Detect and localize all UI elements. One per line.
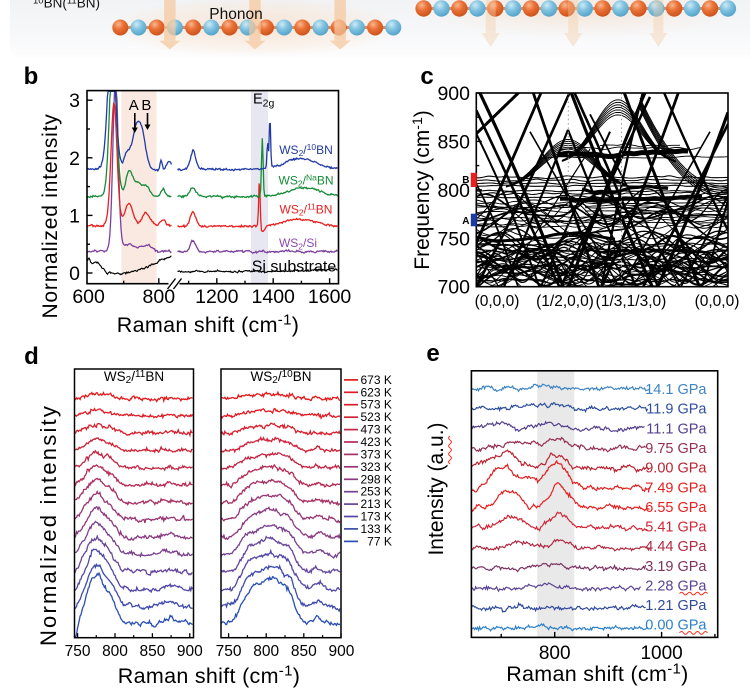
svg-text:213 K: 213 K: [361, 497, 392, 511]
svg-text:323 K: 323 K: [361, 460, 392, 474]
svg-text:Raman shift (cm-1): Raman shift (cm-1): [118, 663, 300, 689]
svg-text:Normalized intensity: Normalized intensity: [36, 404, 61, 646]
svg-text:Phonon: Phonon: [209, 6, 262, 23]
svg-text:750: 750: [216, 643, 242, 660]
svg-text:2.28 GPa: 2.28 GPa: [645, 578, 707, 594]
svg-text:B: B: [462, 175, 469, 186]
svg-text:900: 900: [328, 643, 354, 660]
svg-text:11.1 GPa: 11.1 GPa: [646, 421, 707, 437]
svg-text:WS2/10BN: WS2/10BN: [251, 369, 312, 386]
svg-text:WS2/11BN: WS2/11BN: [280, 201, 333, 217]
svg-text:11.9 GPa: 11.9 GPa: [646, 402, 707, 418]
svg-text:Si substrate: Si substrate: [252, 259, 337, 276]
svg-text:9.00 GPa: 9.00 GPa: [645, 461, 707, 477]
svg-text:(1/2,0,0): (1/2,0,0): [536, 293, 594, 310]
svg-text:173 K: 173 K: [361, 510, 392, 524]
svg-text:0.00 GPa: 0.00 GPa: [645, 618, 707, 634]
svg-text:800: 800: [143, 286, 176, 308]
svg-text:b: b: [24, 63, 39, 90]
svg-text:A: A: [129, 97, 139, 114]
svg-text:600: 600: [72, 286, 105, 308]
svg-text:1200: 1200: [195, 286, 239, 308]
svg-text:800: 800: [539, 643, 571, 664]
svg-text:Intensity (a.u.): Intensity (a.u.): [425, 422, 448, 555]
svg-text:3.19 GPa: 3.19 GPa: [645, 559, 707, 575]
svg-text:750: 750: [65, 643, 91, 660]
svg-text:5.41 GPa: 5.41 GPa: [645, 520, 707, 536]
svg-text:e: e: [426, 340, 439, 367]
svg-text:253 K: 253 K: [361, 485, 392, 499]
svg-text:700: 700: [437, 277, 470, 299]
svg-text:d: d: [24, 343, 39, 370]
svg-text:1400: 1400: [252, 286, 296, 308]
svg-text:373 K: 373 K: [361, 447, 392, 461]
svg-text:WS2/11BN: WS2/11BN: [104, 369, 164, 386]
svg-text:623 K: 623 K: [361, 385, 392, 399]
svg-text:850: 850: [139, 643, 165, 660]
svg-text:3: 3: [69, 90, 80, 112]
svg-text:B: B: [141, 97, 151, 114]
svg-text:900: 900: [177, 643, 203, 660]
svg-text:c: c: [420, 63, 433, 90]
svg-text:Raman shift (cm-1): Raman shift (cm-1): [506, 661, 688, 687]
svg-text:WS2/Si: WS2/Si: [279, 236, 317, 251]
svg-text:673 K: 673 K: [361, 373, 392, 387]
svg-text:WS2/10BN: WS2/10BN: [279, 142, 333, 158]
svg-text:A: A: [462, 216, 469, 227]
svg-text:Frequency (cm-1): Frequency (cm-1): [409, 110, 434, 270]
svg-text:14.1 GPa: 14.1 GPa: [645, 382, 707, 398]
svg-text:800: 800: [253, 643, 279, 660]
svg-text:523 K: 523 K: [361, 410, 392, 424]
svg-text:Normalized intensity: Normalized intensity: [39, 113, 62, 318]
svg-text:1000: 1000: [640, 643, 682, 664]
svg-text:1.21 GPa: 1.21 GPa: [645, 598, 707, 614]
svg-text:7.49 GPa: 7.49 GPa: [645, 480, 707, 496]
svg-text:(1/3,1/3,0): (1/3,1/3,0): [596, 293, 667, 310]
svg-text:133 K: 133 K: [361, 522, 392, 536]
svg-text:800: 800: [102, 643, 128, 660]
svg-text:1600: 1600: [308, 286, 352, 308]
svg-text:4.44 GPa: 4.44 GPa: [645, 539, 707, 555]
svg-text:(0,0,0): (0,0,0): [475, 293, 520, 310]
svg-text:850: 850: [291, 643, 317, 660]
svg-text:0: 0: [69, 263, 80, 285]
svg-text:2: 2: [69, 148, 80, 170]
svg-text:77 K: 77 K: [361, 534, 392, 548]
svg-text:(0,0,0): (0,0,0): [695, 293, 740, 310]
svg-text:423 K: 423 K: [361, 435, 392, 449]
svg-text:800: 800: [437, 180, 470, 202]
svg-text:850: 850: [437, 131, 470, 153]
svg-text:750: 750: [437, 228, 470, 250]
svg-text:9.75 GPa: 9.75 GPa: [645, 441, 707, 457]
svg-text:298 K: 298 K: [361, 472, 392, 486]
svg-text:Raman shift (cm-1): Raman shift (cm-1): [117, 312, 299, 338]
svg-text:WS2/NaBN: WS2/NaBN: [279, 172, 334, 188]
svg-text:6.55 GPa: 6.55 GPa: [645, 500, 707, 516]
svg-text:473 K: 473 K: [361, 423, 392, 437]
svg-text:1: 1: [69, 205, 80, 227]
svg-text:10BN(11BN): 10BN(11BN): [33, 0, 100, 11]
svg-text:573 K: 573 K: [361, 398, 392, 412]
svg-text:900: 900: [437, 83, 470, 105]
